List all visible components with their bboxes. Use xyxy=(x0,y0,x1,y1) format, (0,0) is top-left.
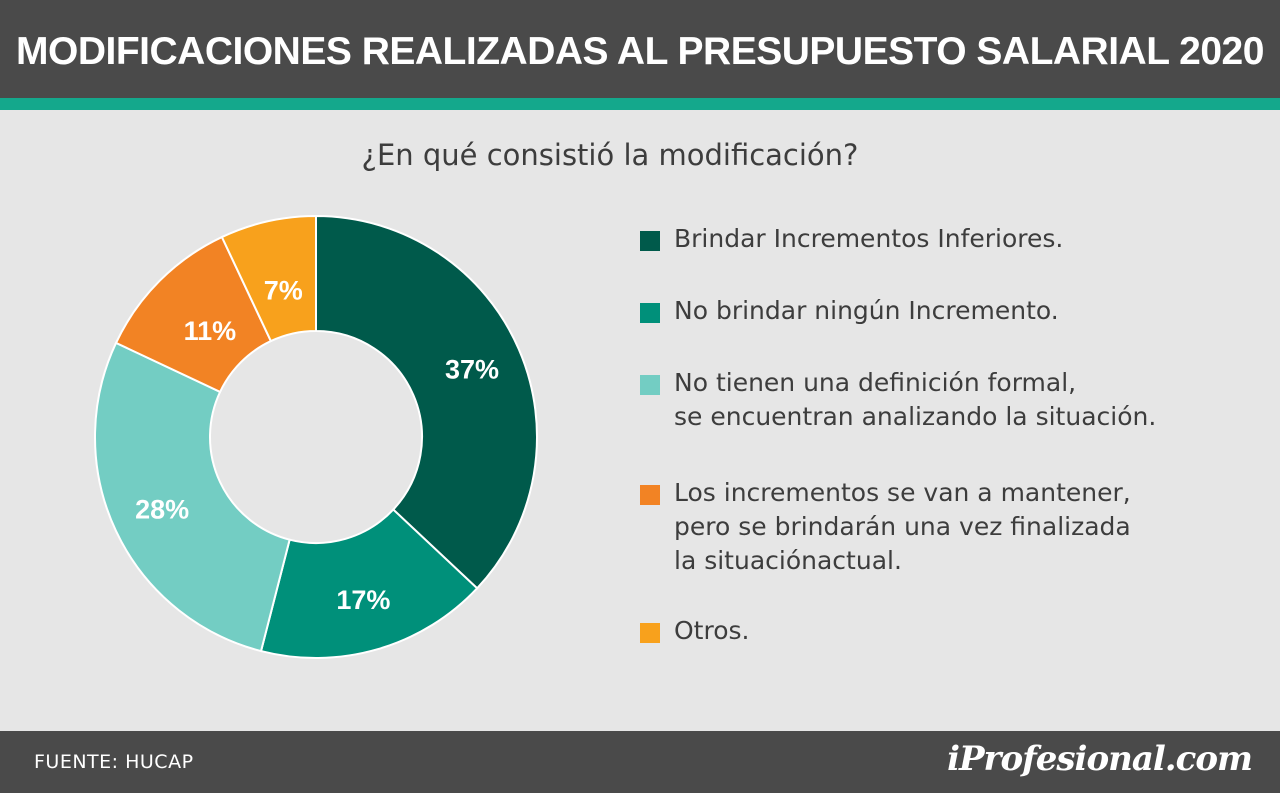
legend-swatch xyxy=(640,623,660,643)
legend-item: No tienen una definición formal, se encu… xyxy=(640,366,1156,434)
donut-slice xyxy=(315,214,538,590)
page-title: MODIFICACIONES REALIZADAS AL PRESUPUESTO… xyxy=(16,30,1264,73)
source-text: FUENTE: HUCAP xyxy=(34,751,194,773)
header-bar: MODIFICACIONES REALIZADAS AL PRESUPUESTO… xyxy=(0,0,1280,100)
legend-swatch xyxy=(640,485,660,505)
chart-title: ¿En qué consistió la modificación? xyxy=(361,138,859,172)
slice-value-label: 11% xyxy=(184,316,237,346)
footer-bar: FUENTE: HUCAP iProfesional.com xyxy=(0,731,1280,793)
donut-slice xyxy=(259,508,479,659)
legend-label: Los incrementos se van a mantener, pero … xyxy=(674,478,1131,575)
legend-swatch xyxy=(640,375,660,395)
legend-item: Los incrementos se van a mantener, pero … xyxy=(640,476,1131,578)
donut-chart: 37% 17% 28% 11% 7% xyxy=(94,214,538,659)
slice-value-label: 17% xyxy=(336,585,390,615)
legend-label: Otros. xyxy=(674,616,750,645)
legend-swatch xyxy=(640,231,660,251)
legend-label: No tienen una definición formal, se encu… xyxy=(674,368,1157,431)
legend-item: No brindar ningún Incremento. xyxy=(640,294,1059,328)
slice-value-label: 37% xyxy=(445,354,499,384)
slice-value-label: 28% xyxy=(135,494,189,524)
legend-swatch xyxy=(640,303,660,323)
donut-slice xyxy=(94,341,291,653)
legend-item: Brindar Incrementos Inferiores. xyxy=(640,222,1063,256)
slice-value-label: 7% xyxy=(264,276,303,306)
brand-logo: iProfesional.com xyxy=(947,739,1253,779)
donut-slice xyxy=(220,214,317,343)
legend-label: No brindar ningún Incremento. xyxy=(674,296,1059,325)
legend-label: Brindar Incrementos Inferiores. xyxy=(674,224,1064,253)
legend-item: Otros. xyxy=(640,614,749,648)
accent-bar xyxy=(0,98,1280,110)
